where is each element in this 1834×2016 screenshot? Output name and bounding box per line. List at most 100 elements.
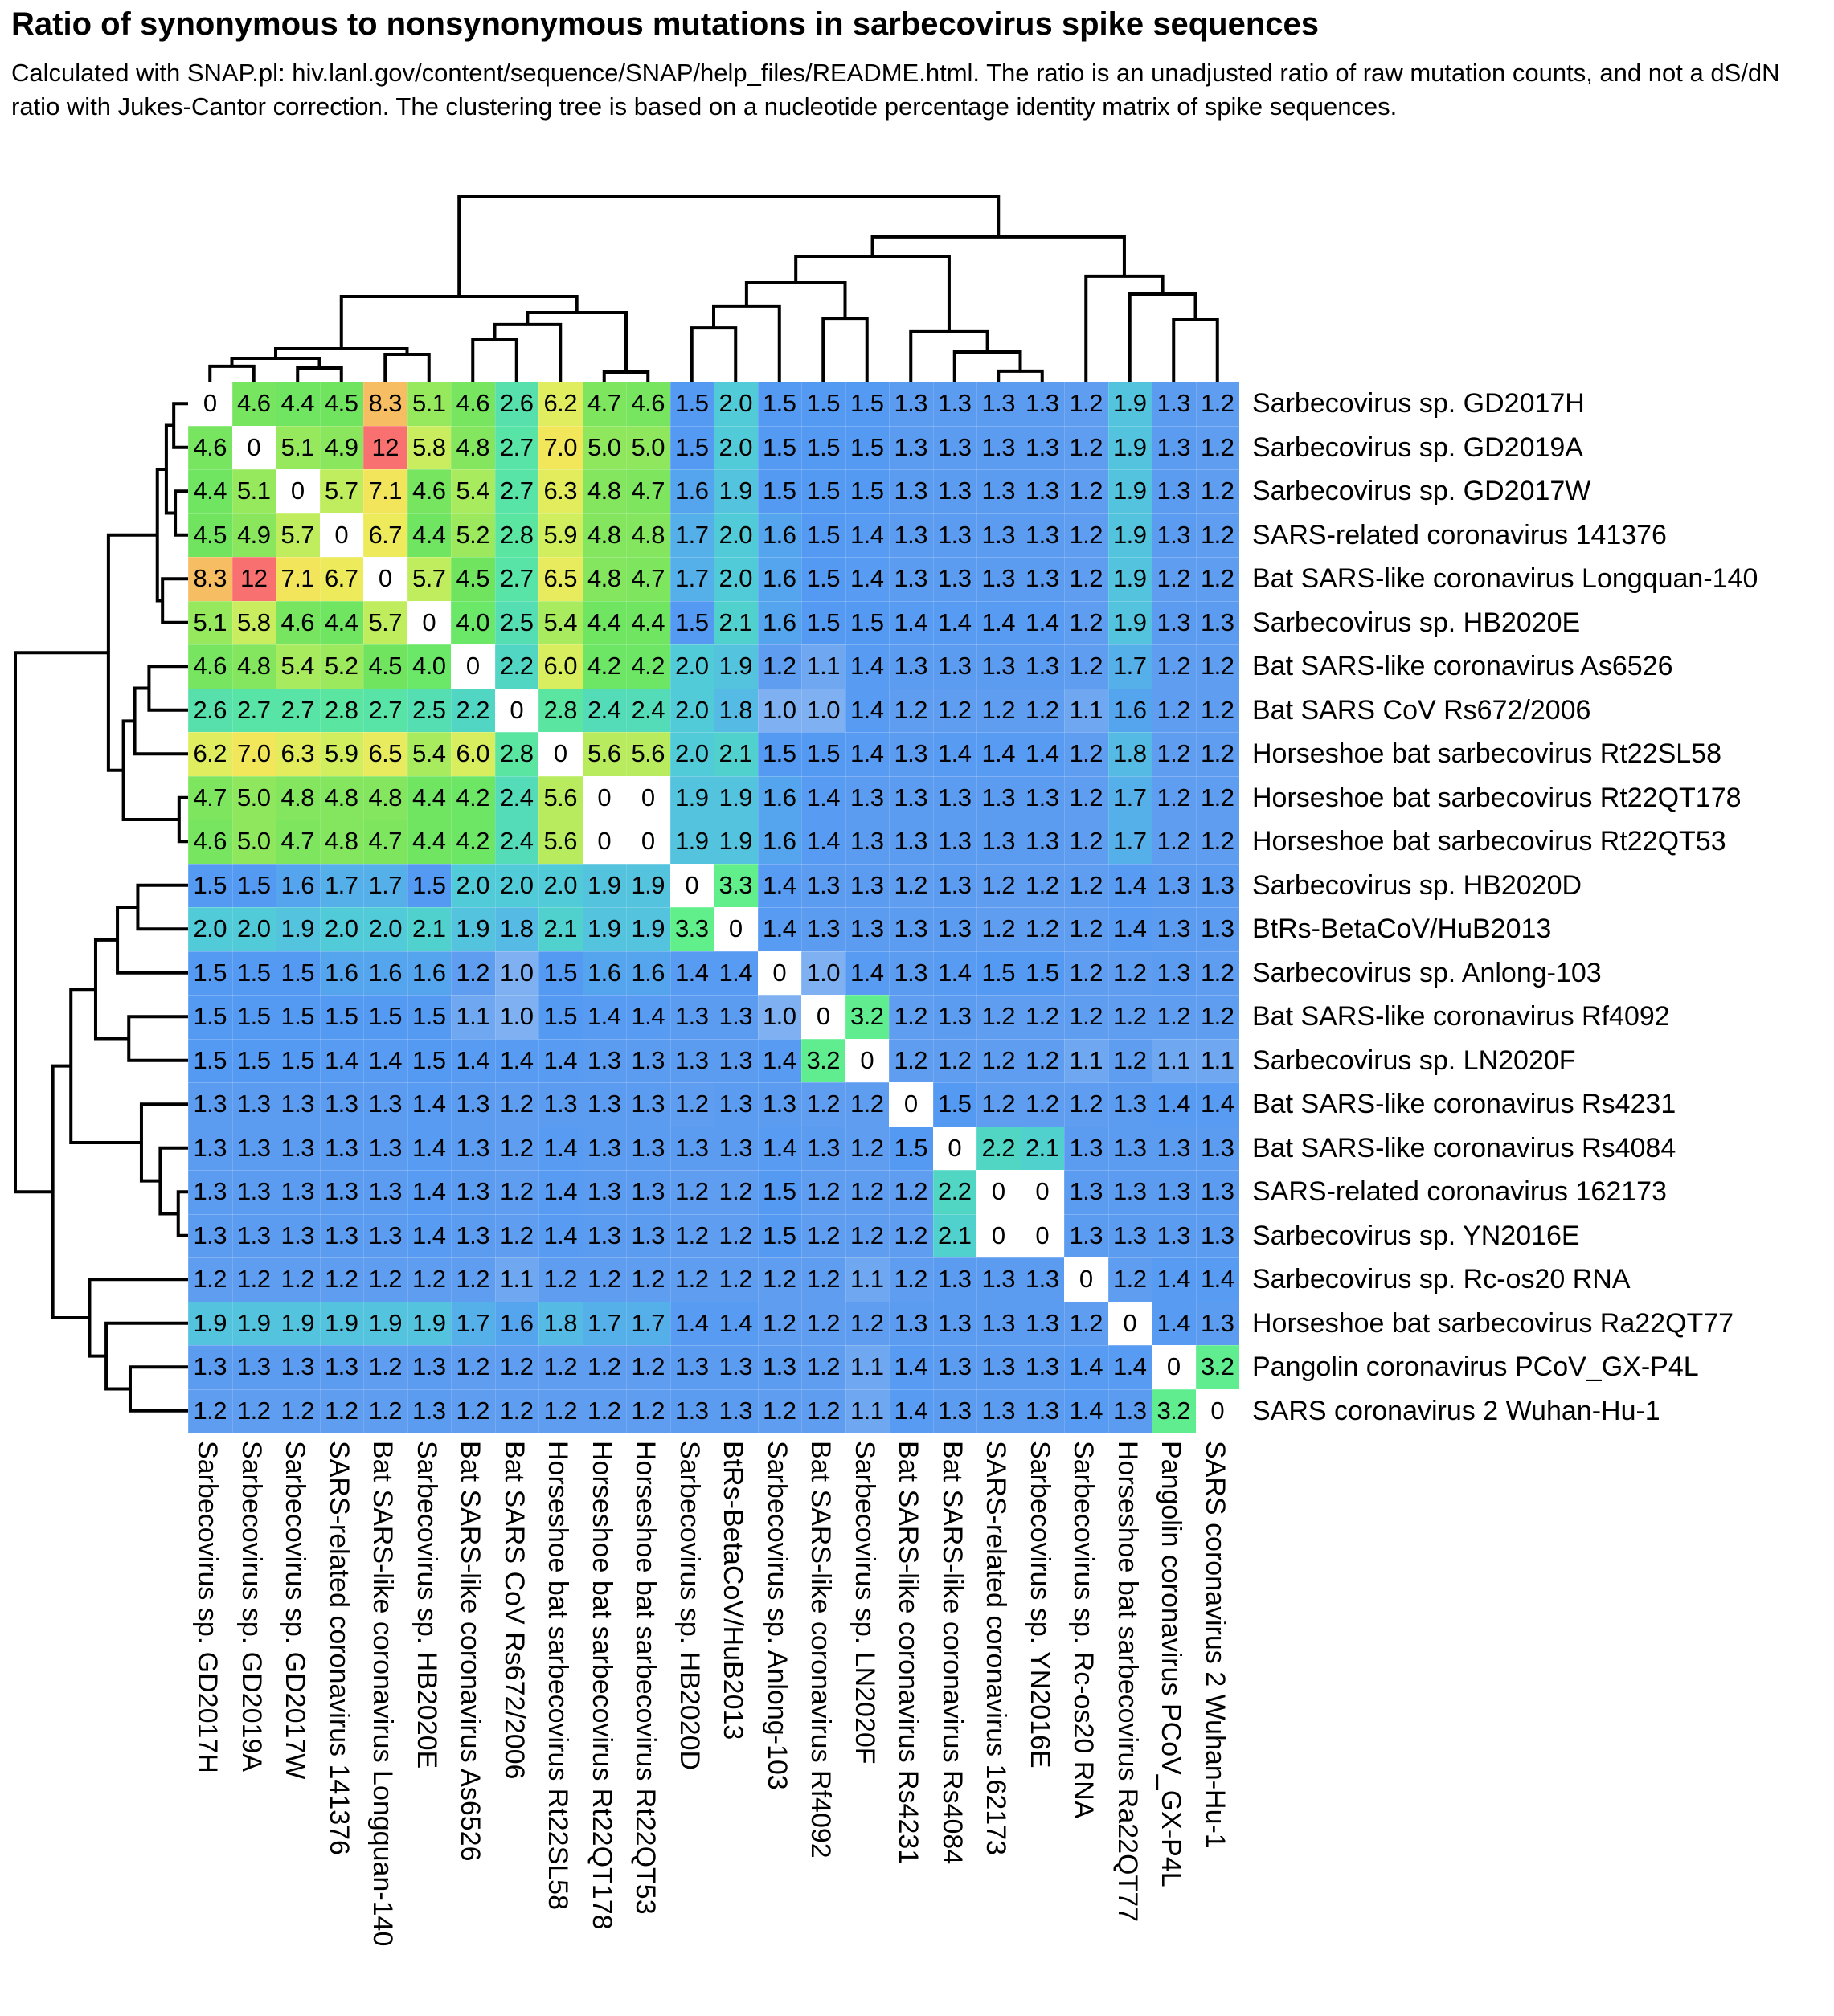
heatmap-cell: 1.3 [188,1170,232,1214]
heatmap-cell: 5.4 [451,469,495,513]
heatmap-cell: 1.4 [626,995,670,1039]
heatmap-cell: 1.1 [845,1257,889,1302]
heatmap-cell: 5.8 [407,425,451,469]
heatmap-cell: 1.5 [188,951,232,995]
heatmap-cell: 1.2 [1195,425,1239,469]
heatmap-cell: 1.2 [319,1257,363,1302]
heatmap-cell: 1.2 [1152,820,1196,864]
heatmap-cell: 4.6 [451,382,495,426]
heatmap-cell: 1.3 [1195,863,1239,907]
heatmap-cell: 4.6 [188,820,232,864]
dendrogram-link [116,906,188,975]
heatmap-cell: 1.3 [976,1257,1021,1302]
heatmap-cell: 1.2 [1020,688,1064,732]
heatmap-cell: 4.9 [231,513,276,557]
heatmap-cell: 5.6 [626,732,670,776]
heatmap-cell: 1.3 [1020,1301,1064,1345]
heatmap-cell: 1.3 [407,1388,451,1433]
heatmap-cell: 1.3 [1020,775,1064,820]
heatmap-cell: 5.7 [319,469,363,513]
heatmap-cell: 1.2 [889,688,933,732]
heatmap-cell: 1.7 [1107,644,1152,689]
heatmap-cell: 4.4 [188,469,232,513]
column-label: Sarbecovirus sp. HB2020D [673,1441,705,1771]
heatmap-cell: 1.3 [669,1345,714,1389]
heatmap-cell: 4.5 [363,644,407,689]
row-label: SARS coronavirus 2 Wuhan-Hu-1 [1252,1395,1660,1426]
heatmap-cell: 1.2 [494,1082,538,1127]
heatmap-cell: 1.3 [669,1038,714,1082]
heatmap-cell: 1.3 [889,951,933,995]
column-label: Sarbecovirus sp. Anlong-103 [761,1441,792,1790]
dendrogram-link [602,370,650,382]
heatmap-cell: 1.2 [319,1388,363,1433]
dendrogram-link [690,326,738,382]
heatmap-cell: 0 [1020,1170,1064,1214]
heatmap-cell: 1.4 [801,820,845,864]
heatmap-cell: 5.0 [231,775,276,820]
dendrogram-link [14,651,108,1194]
heatmap-cell: 1.2 [932,1038,976,1082]
heatmap-cell: 1.3 [932,775,976,820]
heatmap-cell: 1.2 [1064,1082,1108,1127]
heatmap-cell: 2.2 [451,688,495,732]
dendrogram-link [128,1365,188,1413]
heatmap-cell: 1.4 [407,1082,451,1127]
dendrogram-link [177,795,188,844]
heatmap-cell: 2.7 [494,469,538,513]
heatmap-cell: 4.4 [582,600,626,644]
heatmap-cell: 1.7 [626,1301,670,1345]
heatmap-cell: 1.5 [188,863,232,907]
heatmap-cell: 1.5 [801,382,845,426]
heatmap-cell: 1.1 [1195,1038,1239,1082]
heatmap-cell: 1.2 [1195,469,1239,513]
heatmap-cell: 1.2 [714,1213,758,1257]
heatmap-cell: 1.4 [319,1038,363,1082]
heatmap-cell: 1.4 [714,951,758,995]
heatmap-cell: 1.3 [1195,1126,1239,1170]
heatmap-cell: 1.8 [538,1301,583,1345]
heatmap-cell: 1.2 [801,1170,845,1214]
heatmap-cell: 1.2 [1195,644,1239,689]
heatmap-cell: 1.3 [1020,820,1064,864]
dendrogram-link [339,294,579,350]
heatmap-cell: 0 [451,644,495,689]
heatmap-cell: 0 [1152,1345,1196,1389]
heatmap-cell: 1.3 [976,425,1021,469]
row-label: Pangolin coronavirus PCoV_GX-P4L [1252,1351,1699,1383]
heatmap-cell: 4.2 [451,775,495,820]
heatmap-cell: 1.2 [1195,951,1239,995]
heatmap-cell: 1.5 [757,382,801,426]
heatmap-cell: 1.5 [757,1213,801,1257]
heatmap-cell: 0 [669,863,714,907]
heatmap-cell: 1.2 [1152,732,1196,776]
heatmap-cell: 1.2 [801,1388,845,1433]
heatmap-cell: 1.9 [582,863,626,907]
heatmap-cell: 1.2 [976,863,1021,907]
heatmap-cell: 1.2 [1195,775,1239,820]
heatmap-cell: 1.2 [1107,995,1152,1039]
dendrogram-link [88,1278,188,1358]
heatmap-cell: 0 [494,688,538,732]
heatmap-cell: 1.3 [1107,1126,1152,1170]
heatmap-cell: 1.3 [714,1388,758,1433]
heatmap-cell: 1.2 [363,1388,407,1433]
heatmap-cell: 1.7 [319,863,363,907]
heatmap-cell: 6.2 [538,382,583,426]
heatmap-cell: 1.3 [276,1213,320,1257]
heatmap-cell: 1.2 [976,1038,1021,1082]
heatmap-cell: 1.9 [714,644,758,689]
heatmap-cell: 1.3 [845,863,889,907]
heatmap-cell: 1.2 [889,1213,933,1257]
heatmap-cell: 2.0 [714,382,758,426]
heatmap-cell: 1.3 [231,1213,276,1257]
heatmap-cell: 1.5 [801,732,845,776]
heatmap-cell: 5.6 [538,775,583,820]
heatmap-cell: 1.2 [407,1257,451,1302]
heatmap-cell: 1.3 [626,1213,670,1257]
heatmap-cell: 1.3 [889,469,933,513]
column-label: BtRs-BetaCoV/HuB2013 [718,1441,749,1740]
heatmap-cell: 1.3 [231,1082,276,1127]
heatmap-cell: 1.0 [494,951,538,995]
